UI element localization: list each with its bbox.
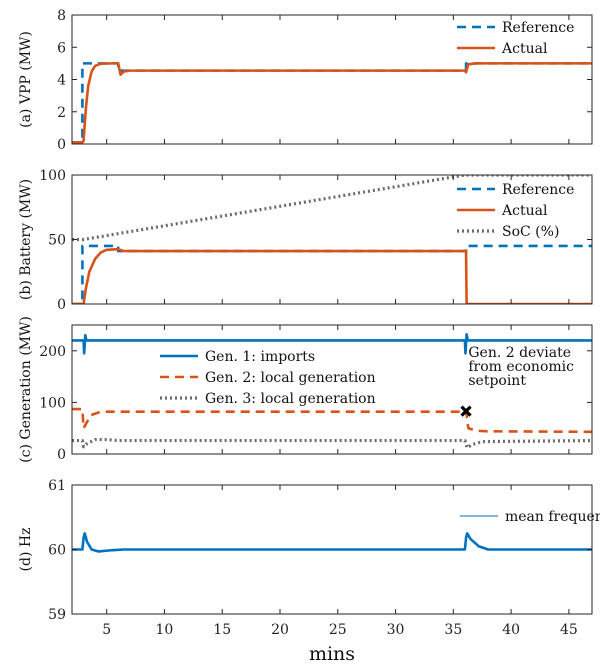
legend-label-1: Reference	[502, 20, 574, 36]
x-tick-label: 45	[560, 622, 578, 638]
series-line-2	[72, 62, 592, 144]
legend-label-1: Reference	[502, 182, 574, 198]
y-tick-label: 4	[57, 73, 66, 89]
y-tick-label: 2	[57, 105, 66, 121]
y-tick-label: 0	[57, 137, 66, 153]
deviation-marker	[460, 405, 472, 417]
legend-label-2: Actual	[501, 41, 548, 57]
y-tick-label: 0	[57, 447, 66, 463]
y-axis-label: (b) Battery (MW)	[18, 179, 34, 300]
panel-1: 0 2 4 6 8 (a) VPP (MW) Reference Actual	[18, 8, 593, 153]
panel-3: 0 100 200 (c) Generation (MW) Gen. 1: import…	[18, 316, 593, 463]
y-tick-label: 59	[48, 607, 66, 623]
y-axis-label: (d) Hz	[18, 528, 34, 572]
legend: Reference Actual SoC (%)	[457, 182, 574, 240]
legend-label-2: Actual	[501, 203, 548, 219]
series-line-3	[72, 437, 592, 450]
y-tick-label: 8	[57, 8, 66, 24]
annotation-text: Gen. 2 deviate from economic setpoint	[468, 345, 574, 389]
y-tick-label: 0	[57, 297, 66, 313]
series-line-1	[72, 332, 592, 355]
series-line-3	[72, 175, 592, 242]
y-axis-label: (a) VPP (MW)	[18, 31, 34, 128]
y-tick-label: 61	[48, 478, 66, 494]
series-line-2	[72, 247, 592, 304]
series-line-1	[72, 62, 592, 144]
legend: mean frequency	[460, 509, 600, 525]
x-tick-label: 40	[502, 622, 520, 638]
x-tick-label: 25	[329, 622, 347, 638]
y-tick-label: 200	[39, 344, 66, 360]
series-line-1	[72, 244, 592, 304]
x-tick-label: 10	[156, 622, 174, 638]
series-line-1	[72, 532, 592, 553]
panel-4: 59 60 61 5 10 15 20 25 30 35 40 45 (d) Hz mins mean fr…	[18, 478, 600, 664]
legend-label-2: Gen. 2: local generation	[205, 370, 376, 386]
x-tick-label: 5	[102, 622, 111, 638]
legend-label-1: Gen. 1: imports	[205, 349, 315, 365]
x-tick-label: 20	[271, 622, 289, 638]
legend-label-1: mean frequency	[505, 509, 600, 525]
y-tick-label: 100	[39, 395, 66, 411]
plot-frame	[71, 324, 593, 455]
series-line-2	[72, 407, 592, 434]
legend-label-3: SoC (%)	[502, 224, 559, 240]
x-tick-label: 15	[213, 622, 231, 638]
y-tick-label: 100	[39, 168, 66, 184]
legend: Reference Actual	[457, 20, 574, 57]
x-tick-label: 30	[387, 622, 405, 638]
x-tick-label: 35	[444, 622, 462, 638]
y-axis-label: (c) Generation (MW)	[18, 316, 34, 463]
legend: Gen. 1: imports Gen. 2: local generation G…	[160, 349, 376, 407]
panel-2: 0 50 100 (b) Battery (MW) Reference Actual SoC…	[18, 168, 593, 313]
y-tick-label: 60	[48, 543, 66, 559]
legend-label-3: Gen. 3: local generation	[205, 391, 376, 407]
y-tick-label: 6	[57, 40, 66, 56]
y-tick-label: 50	[48, 233, 66, 249]
x-axis-label: mins	[309, 643, 355, 664]
